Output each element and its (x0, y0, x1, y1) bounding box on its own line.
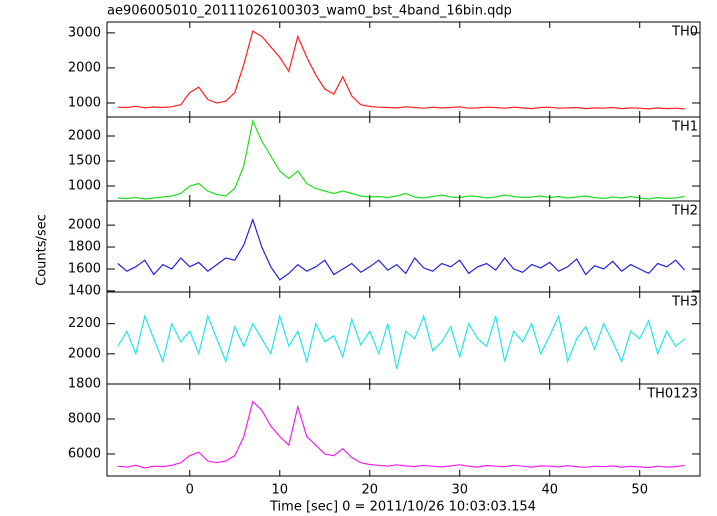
y-tick-label: 2000 (68, 60, 101, 75)
y-tick-label: 1800 (68, 240, 101, 255)
panel-frame (106, 21, 701, 118)
x-tick-label: 0 (186, 483, 194, 498)
chart-title: ae906005010_20111026100303_wam0_bst_4ban… (107, 4, 512, 19)
x-axis-label: Time [sec] 0 = 2011/10/26 10:03:03.154 (269, 500, 536, 515)
data-line (117, 313, 686, 370)
y-tick-label: 1800 (68, 377, 101, 392)
data-line (117, 217, 686, 281)
y-tick-label: 2000 (68, 129, 101, 144)
y-tick-label: 8000 (68, 411, 101, 426)
y-tick-label: 1400 (68, 283, 101, 298)
y-tick-label: 2000 (68, 218, 101, 233)
y-tick-label: 6000 (68, 446, 101, 461)
y-tick-label: 1000 (68, 95, 101, 110)
y-tick-label: 1000 (68, 179, 101, 194)
x-tick-label: 20 (361, 483, 378, 498)
x-tick-label: 10 (271, 483, 288, 498)
y-tick-label: 1600 (68, 261, 101, 276)
x-tick-label: 50 (631, 483, 648, 498)
panel-frame (106, 383, 701, 477)
panel-frame (106, 200, 701, 293)
panel-label: TH3 (671, 295, 698, 310)
y-tick-label: 1500 (68, 154, 101, 169)
panel-label: TH2 (671, 204, 698, 219)
x-tick-label: 40 (541, 483, 558, 498)
y-axis-label: Counts/sec (35, 214, 50, 286)
data-line (117, 400, 685, 469)
y-tick-label: 3000 (68, 25, 101, 40)
y-tick-label: 2200 (68, 316, 101, 331)
x-tick-label: 30 (451, 483, 468, 498)
y-tick-label: 2000 (68, 346, 101, 361)
panel-label: TH0123 (646, 387, 698, 402)
data-line (117, 119, 685, 200)
panel-label: TH1 (671, 120, 698, 135)
panel-label: TH0 (671, 25, 698, 40)
data-line (117, 30, 685, 110)
panel-frame (106, 116, 701, 202)
